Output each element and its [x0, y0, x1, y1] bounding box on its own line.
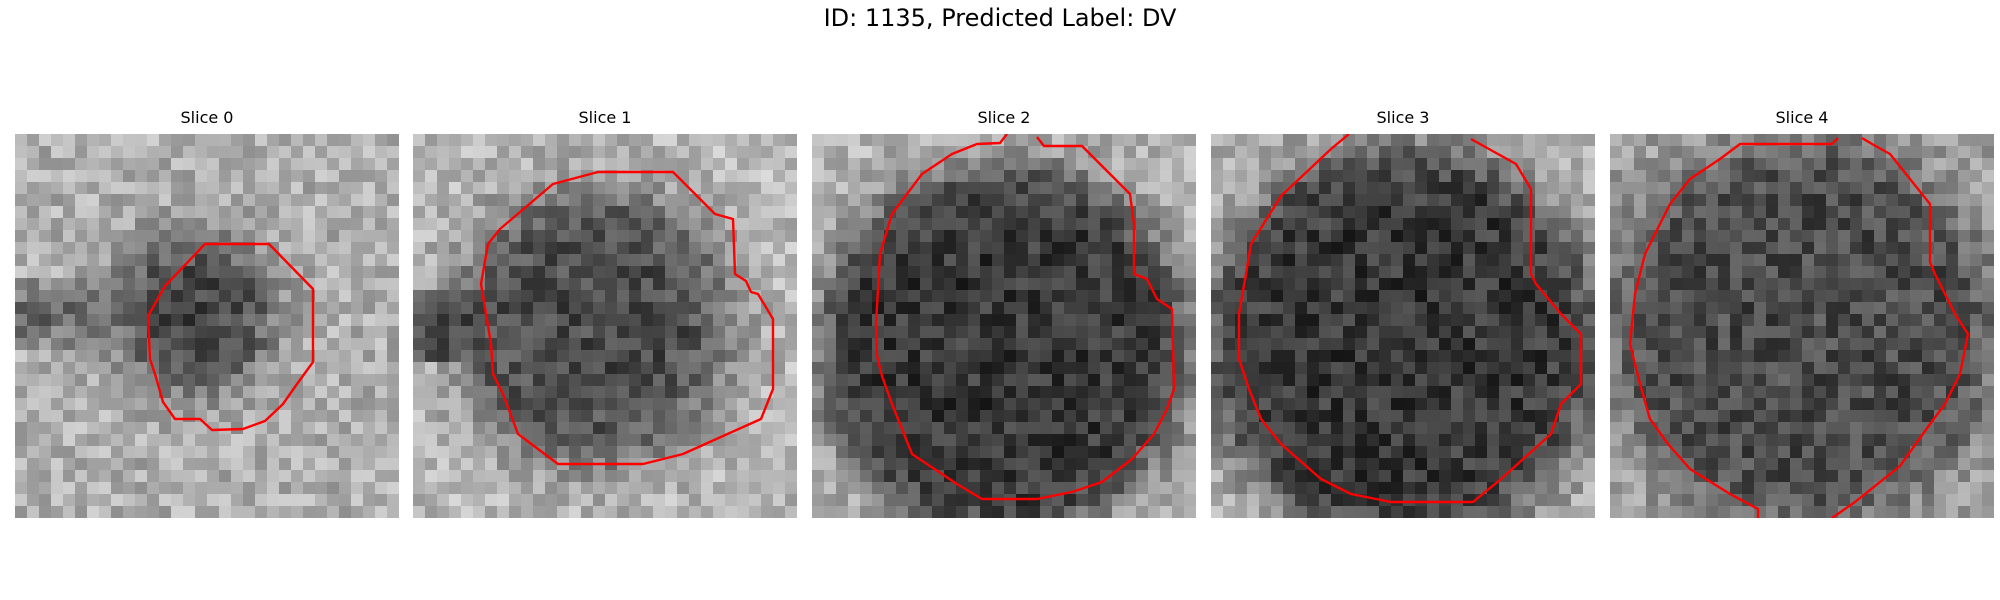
slice-4-title: Slice 4 — [1775, 108, 1829, 127]
slice-4-image — [1610, 134, 1994, 518]
slice-1-image — [413, 134, 797, 518]
slice-2-title: Slice 2 — [977, 108, 1031, 127]
slice-0-title: Slice 0 — [180, 108, 234, 127]
figure-title: ID: 1135, Predicted Label: DV — [823, 4, 1177, 32]
slice-3-title: Slice 3 — [1376, 108, 1430, 127]
slice-3-image — [1211, 134, 1595, 518]
slice-1-title: Slice 1 — [578, 108, 632, 127]
slice-0-image — [15, 134, 399, 518]
slice-2-image — [812, 134, 1196, 518]
